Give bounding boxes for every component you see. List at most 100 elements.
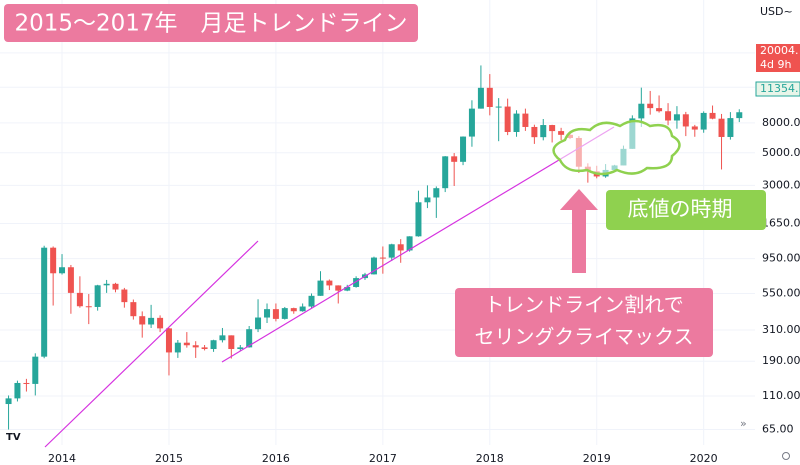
candle-body (504, 106, 511, 133)
x-tick-label: 2019 (583, 452, 611, 465)
candle-body (513, 113, 520, 133)
candle-body (210, 340, 217, 350)
chart-title: 2015～2017年 月足トレンドライン (14, 11, 407, 37)
logo: TV (6, 432, 21, 443)
candle-body (460, 136, 467, 162)
price-axis (755, 0, 800, 465)
price-tag (756, 44, 800, 58)
x-tick-label: 2017 (369, 452, 397, 465)
callout-box (606, 190, 766, 230)
candle-body (370, 257, 377, 275)
candle-body (264, 309, 271, 318)
candle-body (148, 317, 155, 325)
candle-body (14, 382, 21, 399)
candle-body (32, 356, 39, 384)
candle-body (23, 382, 30, 384)
settings-icon[interactable] (782, 452, 790, 460)
candle-body (165, 328, 172, 353)
candle-body (531, 126, 538, 138)
candle-body (290, 308, 297, 312)
candle-body (495, 106, 502, 108)
candle-body (272, 309, 279, 319)
y-tick-label: 3000.00 (762, 178, 800, 191)
x-tick-label: 2018 (476, 452, 504, 465)
callout-text: セリングクライマックス (475, 325, 694, 349)
candle-body (112, 283, 119, 290)
candle-body (228, 335, 235, 350)
candle-body (379, 257, 386, 259)
candle-body (103, 283, 110, 286)
candle-body (41, 247, 48, 357)
candle-body (139, 316, 146, 325)
arrow-shaft (572, 205, 586, 273)
candle-body (326, 280, 333, 286)
price-tag-text: 4d 9h (760, 58, 791, 71)
candle-body (335, 285, 342, 291)
candle-body (486, 87, 493, 107)
price-tag (756, 58, 800, 72)
y-tick-label: 8000.00 (762, 116, 800, 129)
candle-body (317, 280, 324, 296)
y-tick-label: 110.00 (762, 389, 800, 402)
candle-body (540, 125, 547, 138)
candle-body (451, 156, 458, 162)
candle-body (558, 131, 565, 135)
candle-body (121, 289, 128, 303)
candle-body (237, 347, 244, 350)
candle-body (709, 112, 716, 119)
candle-body (67, 267, 74, 293)
candle-body (522, 113, 529, 127)
candle-body (638, 103, 645, 119)
candle-body (192, 345, 199, 348)
candle-body (299, 306, 306, 312)
candle-body (700, 112, 707, 130)
candle-body (665, 111, 672, 121)
title-box (4, 4, 418, 42)
candle-body (246, 329, 253, 348)
y-tick-label: 310.00 (762, 323, 800, 336)
candle-body (344, 286, 351, 291)
candle-body (174, 342, 181, 353)
scroll-button[interactable]: » (740, 417, 747, 430)
candle-body (353, 278, 360, 287)
candle-body (477, 87, 484, 109)
candle-body (415, 202, 422, 237)
price-tag-text: 11354. (760, 82, 799, 95)
candle-body (736, 112, 743, 119)
cloud-highlight (552, 119, 681, 176)
candle-body (468, 108, 475, 137)
price-tag (755, 81, 800, 97)
candle-body (397, 244, 404, 251)
callout-box (455, 288, 713, 357)
candle-body (656, 108, 663, 112)
y-tick-label: 5000.00 (762, 146, 800, 159)
y-tick-label: 1650.00 (762, 216, 800, 229)
candle-body (50, 247, 57, 274)
candle-body (718, 118, 725, 137)
candle-body (682, 114, 689, 127)
candle-body (647, 103, 654, 109)
y-tick-label: 65.00 (762, 423, 794, 436)
candle-body (691, 126, 698, 130)
candle-body (727, 118, 734, 137)
candle-body (59, 267, 66, 274)
currency-label: USD~ (760, 5, 793, 18)
candle-body (94, 285, 101, 307)
candle-body (442, 156, 449, 189)
candle-body (76, 292, 83, 307)
candle-body (157, 317, 164, 329)
price-tag-text: 20004. (760, 44, 799, 57)
candle-body (433, 188, 440, 198)
trend-line (221, 126, 615, 363)
candle-body (388, 244, 395, 258)
candle-body (673, 114, 680, 121)
callout-text: 底値の時期 (628, 197, 733, 221)
callout-text: トレンドライン割れで (484, 293, 683, 317)
x-tick-label: 2014 (48, 452, 76, 465)
x-tick-label: 2020 (690, 452, 718, 465)
candle-body (85, 306, 92, 308)
candle-body (406, 236, 413, 251)
candle-body (5, 398, 12, 405)
candle-body (281, 308, 288, 319)
candle-body (424, 197, 431, 203)
